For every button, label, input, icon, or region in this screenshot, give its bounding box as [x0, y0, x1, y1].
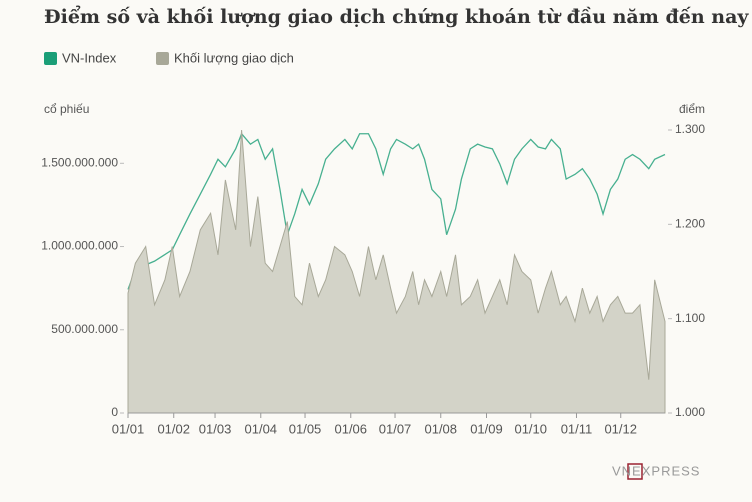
y2-tick-label: 1.000 — [675, 405, 705, 419]
x-tick-label: 01/03 — [199, 421, 232, 436]
y-axis-label: cổ phiếu — [44, 102, 89, 116]
y2-tick-label: 1.200 — [675, 217, 705, 231]
y2-tick-label: 1.300 — [675, 122, 705, 136]
y-tick-label: 500.000.000 — [51, 322, 118, 336]
x-tick-label: 01/10 — [514, 421, 547, 436]
x-tick-label: 01/05 — [289, 421, 322, 436]
y-tick-label: 0 — [111, 405, 118, 419]
x-tick-label: 01/02 — [157, 421, 190, 436]
logo: VNEXPRESS — [612, 463, 700, 480]
y-tick-label: 1.000.000.000 — [41, 239, 118, 253]
logo-text: VNEXPRESS — [612, 463, 700, 478]
y-tick-label: 1.500.000.000 — [41, 155, 118, 169]
legend-label: VN-Index — [62, 50, 117, 65]
x-tick-label: 01/08 — [424, 421, 457, 436]
volume-area — [127, 129, 666, 414]
legend-swatch — [156, 52, 169, 65]
x-tick-label: 01/06 — [334, 421, 367, 436]
legend-label: Khối lượng giao dịch — [174, 50, 294, 65]
x-tick-label: 01/07 — [379, 421, 412, 436]
x-tick-label: 01/11 — [561, 421, 593, 436]
x-tick-label: 01/09 — [470, 421, 503, 436]
legend-swatch — [44, 52, 57, 65]
chart-title: Điểm số và khối lượng giao dịch chứng kh… — [44, 4, 749, 28]
y2-tick-label: 1.100 — [675, 311, 705, 325]
x-tick-label: 01/12 — [604, 421, 637, 436]
logo-box — [627, 463, 643, 480]
x-tick-label: 01/04 — [245, 421, 278, 436]
index-line — [127, 132, 666, 290]
y2-axis-label: điểm — [679, 102, 705, 116]
x-tick-label: 01/01 — [112, 421, 145, 436]
